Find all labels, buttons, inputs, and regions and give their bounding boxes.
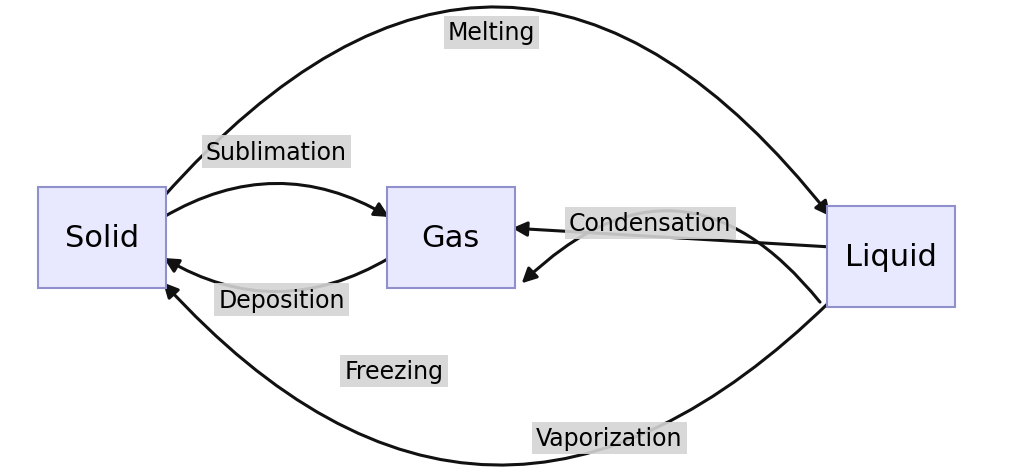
Text: Liquid: Liquid [845,243,937,271]
FancyBboxPatch shape [827,207,954,307]
Text: Vaporization: Vaporization [536,426,683,450]
Text: Solid: Solid [66,224,139,252]
FancyBboxPatch shape [387,188,514,288]
Text: Condensation: Condensation [569,212,731,236]
FancyBboxPatch shape [39,188,166,288]
Text: Sublimation: Sublimation [206,140,347,164]
Text: Gas: Gas [422,224,479,252]
Text: Freezing: Freezing [345,359,443,383]
Text: Deposition: Deposition [218,288,345,312]
Text: Melting: Melting [447,21,536,45]
